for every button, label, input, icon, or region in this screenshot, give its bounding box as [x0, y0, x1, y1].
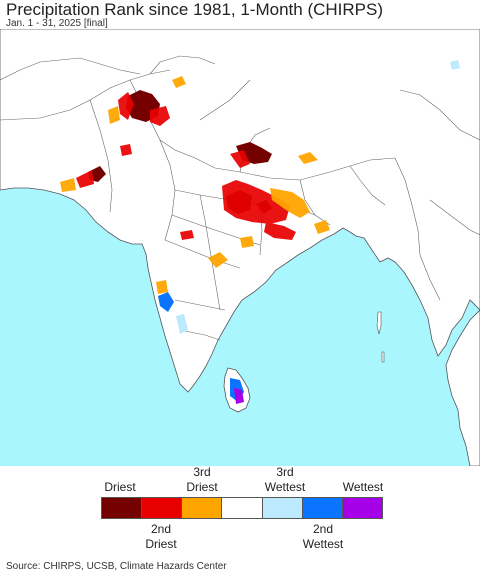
legend-swatch-third-wettest — [262, 498, 303, 518]
third-wettest-areas — [176, 60, 460, 334]
legend-label-second-wettest: 2nd Wettest — [302, 522, 344, 551]
legend-label-third-wettest: 3rd Wettest — [264, 465, 306, 494]
legend-label-third-driest: 3rd Driest — [186, 465, 218, 494]
wettest-areas — [234, 388, 244, 404]
legend-swatch-normal — [222, 498, 263, 518]
legend-label-wettest: Wettest — [342, 480, 384, 494]
legend-swatch-driest — [102, 498, 143, 518]
source-credit: Source: CHIRPS, UCSB, Climate Hazards Ce… — [6, 561, 227, 572]
third-driest-areas — [60, 76, 330, 294]
south-asia-map — [0, 29, 480, 466]
map-subtitle: Jan. 1 - 31, 2025 [final] — [6, 18, 108, 29]
map-area — [0, 29, 480, 466]
second-driest-areas — [76, 92, 296, 240]
legend-label-second-driest: 2nd Driest — [145, 522, 177, 551]
legend-label-driest: Driest — [104, 480, 136, 494]
land-andaman-islands — [376, 311, 382, 335]
land-southeast-asia — [445, 309, 480, 466]
legend-swatch-third-driest — [182, 498, 223, 518]
legend-swatch-second-driest — [142, 498, 183, 518]
legend-swatch-wettest — [342, 498, 382, 518]
land-nicobar-islands — [381, 351, 385, 363]
map-title: Precipitation Rank since 1981, 1-Month (… — [6, 0, 383, 19]
legend-color-bar — [101, 497, 383, 519]
legend-swatch-second-wettest — [302, 498, 343, 518]
